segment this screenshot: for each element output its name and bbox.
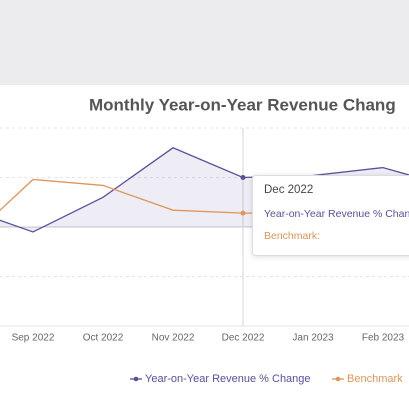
legend-label: Year-on-Year Revenue % Change — [145, 373, 311, 385]
tooltip-line: Benchmark: — [264, 230, 320, 242]
x-tick-label: Jan 2023 — [292, 333, 334, 344]
legend-icon — [133, 376, 139, 382]
x-tick-label: Feb 2023 — [362, 333, 405, 344]
x-tick-label: Nov 2022 — [152, 333, 195, 344]
legend-icon — [335, 376, 341, 382]
series-line — [0, 147, 409, 233]
point-marker — [240, 210, 246, 216]
tooltip-title: Dec 2022 — [264, 184, 313, 196]
point-marker — [240, 175, 246, 180]
legend-label: Benchmark — [347, 373, 403, 385]
x-tick-label: Dec 2022 — [222, 333, 265, 344]
tooltip-box — [252, 175, 409, 256]
x-tick-label: Oct 2022 — [83, 333, 124, 344]
tooltip-line: Year-on-Year Revenue % Chang — [264, 208, 409, 220]
top-bar — [0, 0, 409, 85]
chart-title: Monthly Year-on-Year Revenue Chang — [89, 95, 396, 114]
x-tick-label: Sep 2022 — [12, 333, 55, 344]
